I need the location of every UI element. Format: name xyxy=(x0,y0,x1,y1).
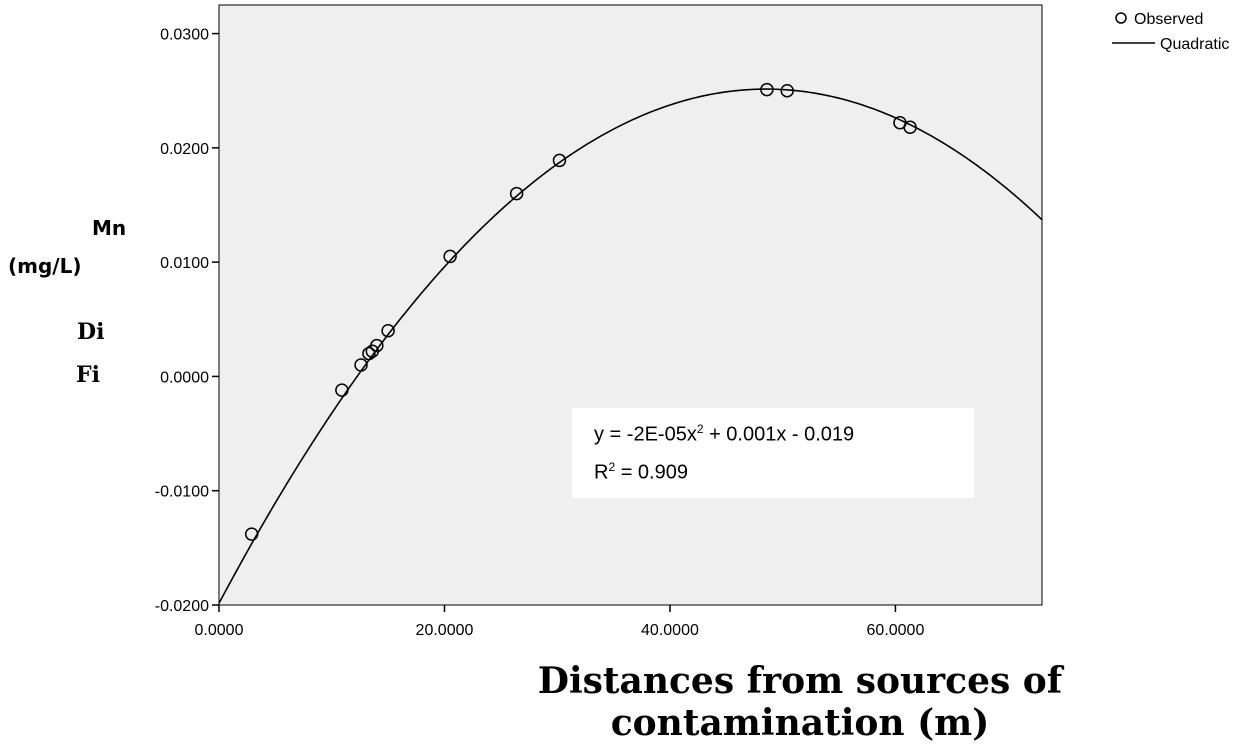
y-tick-label: 0.0200 xyxy=(160,141,209,158)
observed-point xyxy=(760,82,774,97)
observed-point xyxy=(443,249,457,264)
regression-equation: y = -2E-05x2 + 0.001x - 0.019 xyxy=(594,422,855,446)
legend: Observed Quadratic xyxy=(1112,11,1229,53)
observed-point xyxy=(244,527,259,541)
x-tick-label: 0.0000 xyxy=(195,622,244,639)
x-tick-label: 60.0000 xyxy=(867,622,925,639)
observed-point xyxy=(552,153,567,168)
y-tick-label: 0.0000 xyxy=(160,369,209,386)
observed-point xyxy=(509,186,524,201)
x-tick-label: 40.0000 xyxy=(641,622,699,639)
y-tick-label: 0.0300 xyxy=(160,27,209,44)
x-axis-label-line1: Distances from sources of xyxy=(537,660,1063,702)
legend-observed-marker xyxy=(1115,12,1127,24)
y-axis-label-line2: (mg/L) xyxy=(8,254,82,278)
y-tick-label: -0.0200 xyxy=(155,598,209,615)
legend-observed-label: Observed xyxy=(1134,11,1203,28)
observed-point xyxy=(381,323,395,338)
r-squared: R2 = 0.909 xyxy=(594,460,688,484)
background-text-2: Fi xyxy=(76,362,100,388)
observed-point xyxy=(362,346,376,361)
observed-point xyxy=(780,83,794,98)
regression-equation-box: y = -2E-05x2 + 0.001x - 0.019 R2 = 0.909 xyxy=(572,408,974,498)
y-tick-label: 0.0100 xyxy=(160,255,209,272)
quadratic-fit-line xyxy=(218,88,1043,604)
y-tick-label: -0.0100 xyxy=(155,484,209,501)
observed-point xyxy=(370,338,384,353)
x-axis-label-line2: contamination (m) xyxy=(610,702,990,744)
y-axis-label-line1: Mn xyxy=(92,216,127,240)
observed-point xyxy=(903,120,917,135)
legend-quadratic-label: Quadratic xyxy=(1160,36,1229,53)
observed-point xyxy=(335,383,349,397)
plot-area xyxy=(218,4,1043,606)
x-axis-label: Distances from sources of contamination … xyxy=(520,660,1080,744)
x-tick-label: 20.0000 xyxy=(416,622,474,639)
observed-point xyxy=(354,358,368,372)
background-text-1: Di xyxy=(77,319,105,345)
